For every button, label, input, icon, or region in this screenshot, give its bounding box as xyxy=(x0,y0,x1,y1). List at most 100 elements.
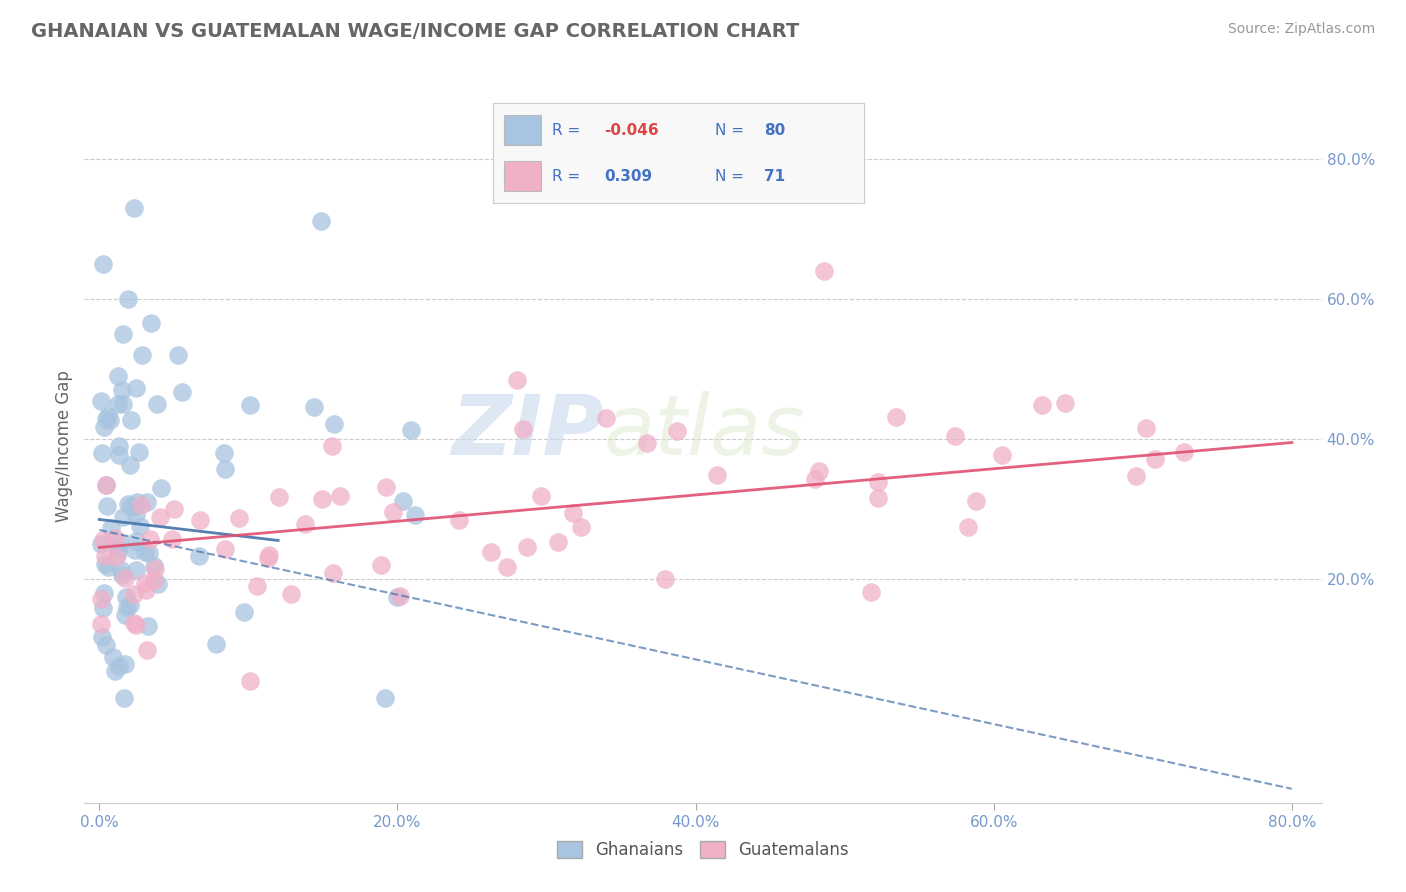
Point xyxy=(232,605,254,619)
Point xyxy=(991,448,1014,462)
Point xyxy=(329,489,352,503)
Point xyxy=(595,410,617,425)
Point xyxy=(111,327,134,342)
Point xyxy=(115,590,138,604)
Point xyxy=(267,490,290,504)
Point xyxy=(322,566,344,581)
Point xyxy=(128,519,150,533)
Point xyxy=(138,532,160,546)
Point xyxy=(124,201,146,215)
Point xyxy=(122,587,145,601)
Point xyxy=(108,439,131,453)
Point xyxy=(309,214,332,228)
Point xyxy=(569,519,592,533)
Point xyxy=(214,461,236,475)
Point xyxy=(370,558,392,573)
Point xyxy=(107,541,129,556)
Point xyxy=(239,674,262,689)
Point xyxy=(530,489,553,503)
Point xyxy=(148,510,170,524)
Point xyxy=(479,544,502,558)
Point xyxy=(128,445,150,459)
Point xyxy=(1031,398,1053,412)
Point xyxy=(90,394,112,409)
Point xyxy=(163,502,186,516)
Point xyxy=(654,572,676,586)
Point xyxy=(93,558,115,572)
Point xyxy=(146,577,169,591)
Point xyxy=(561,506,583,520)
Point xyxy=(516,540,538,554)
Point xyxy=(117,292,139,306)
Point xyxy=(135,643,157,657)
Point xyxy=(187,549,209,563)
Point xyxy=(107,397,129,411)
Point xyxy=(107,369,129,384)
Point xyxy=(136,495,159,509)
Point xyxy=(1173,445,1195,459)
Point xyxy=(139,316,162,330)
Point xyxy=(110,563,132,577)
Point xyxy=(143,559,166,574)
Point xyxy=(246,578,269,592)
Point xyxy=(91,631,114,645)
Point xyxy=(294,516,316,531)
Point xyxy=(214,446,236,460)
Point xyxy=(505,373,527,387)
Point xyxy=(104,549,127,564)
Point xyxy=(170,385,193,400)
Text: Source: ZipAtlas.com: Source: ZipAtlas.com xyxy=(1227,22,1375,37)
Point xyxy=(110,536,132,550)
Point xyxy=(91,533,114,547)
Point xyxy=(120,458,142,472)
Point xyxy=(90,592,112,607)
Point xyxy=(280,587,302,601)
Point xyxy=(96,477,118,491)
Point xyxy=(100,521,122,535)
Point xyxy=(93,549,115,564)
Point xyxy=(389,589,412,603)
Legend: Ghanaians, Guatemalans: Ghanaians, Guatemalans xyxy=(557,840,849,859)
Point xyxy=(93,600,115,615)
Point xyxy=(112,690,135,705)
Point xyxy=(956,519,979,533)
Point xyxy=(392,494,415,508)
Point xyxy=(311,491,333,506)
Point xyxy=(91,446,114,460)
Point xyxy=(122,616,145,631)
Point xyxy=(404,508,426,523)
Point xyxy=(124,500,146,515)
Point xyxy=(97,559,120,574)
Point xyxy=(104,664,127,678)
Point xyxy=(117,497,139,511)
Point xyxy=(257,550,280,565)
Point xyxy=(125,618,148,632)
Point xyxy=(120,500,142,514)
Point xyxy=(125,533,148,548)
Point xyxy=(239,398,262,412)
Point xyxy=(188,513,211,527)
Point xyxy=(666,425,689,439)
Point xyxy=(134,545,156,559)
Point xyxy=(111,510,134,524)
Point xyxy=(94,638,117,652)
Text: atlas: atlas xyxy=(605,392,806,472)
Point xyxy=(134,575,156,590)
Point xyxy=(228,511,250,525)
Point xyxy=(114,571,136,585)
Point xyxy=(120,413,142,427)
Point xyxy=(259,548,281,562)
Point xyxy=(107,448,129,462)
Point xyxy=(807,464,830,478)
Point xyxy=(98,413,121,427)
Point xyxy=(107,659,129,673)
Point xyxy=(1125,469,1147,483)
Point xyxy=(706,467,728,482)
Point xyxy=(374,690,396,705)
Point xyxy=(323,417,346,432)
Point xyxy=(111,397,134,411)
Text: GHANAIAN VS GUATEMALAN WAGE/INCOME GAP CORRELATION CHART: GHANAIAN VS GUATEMALAN WAGE/INCOME GAP C… xyxy=(31,22,799,41)
Point xyxy=(382,505,405,519)
Point xyxy=(512,422,534,436)
Point xyxy=(93,420,115,434)
